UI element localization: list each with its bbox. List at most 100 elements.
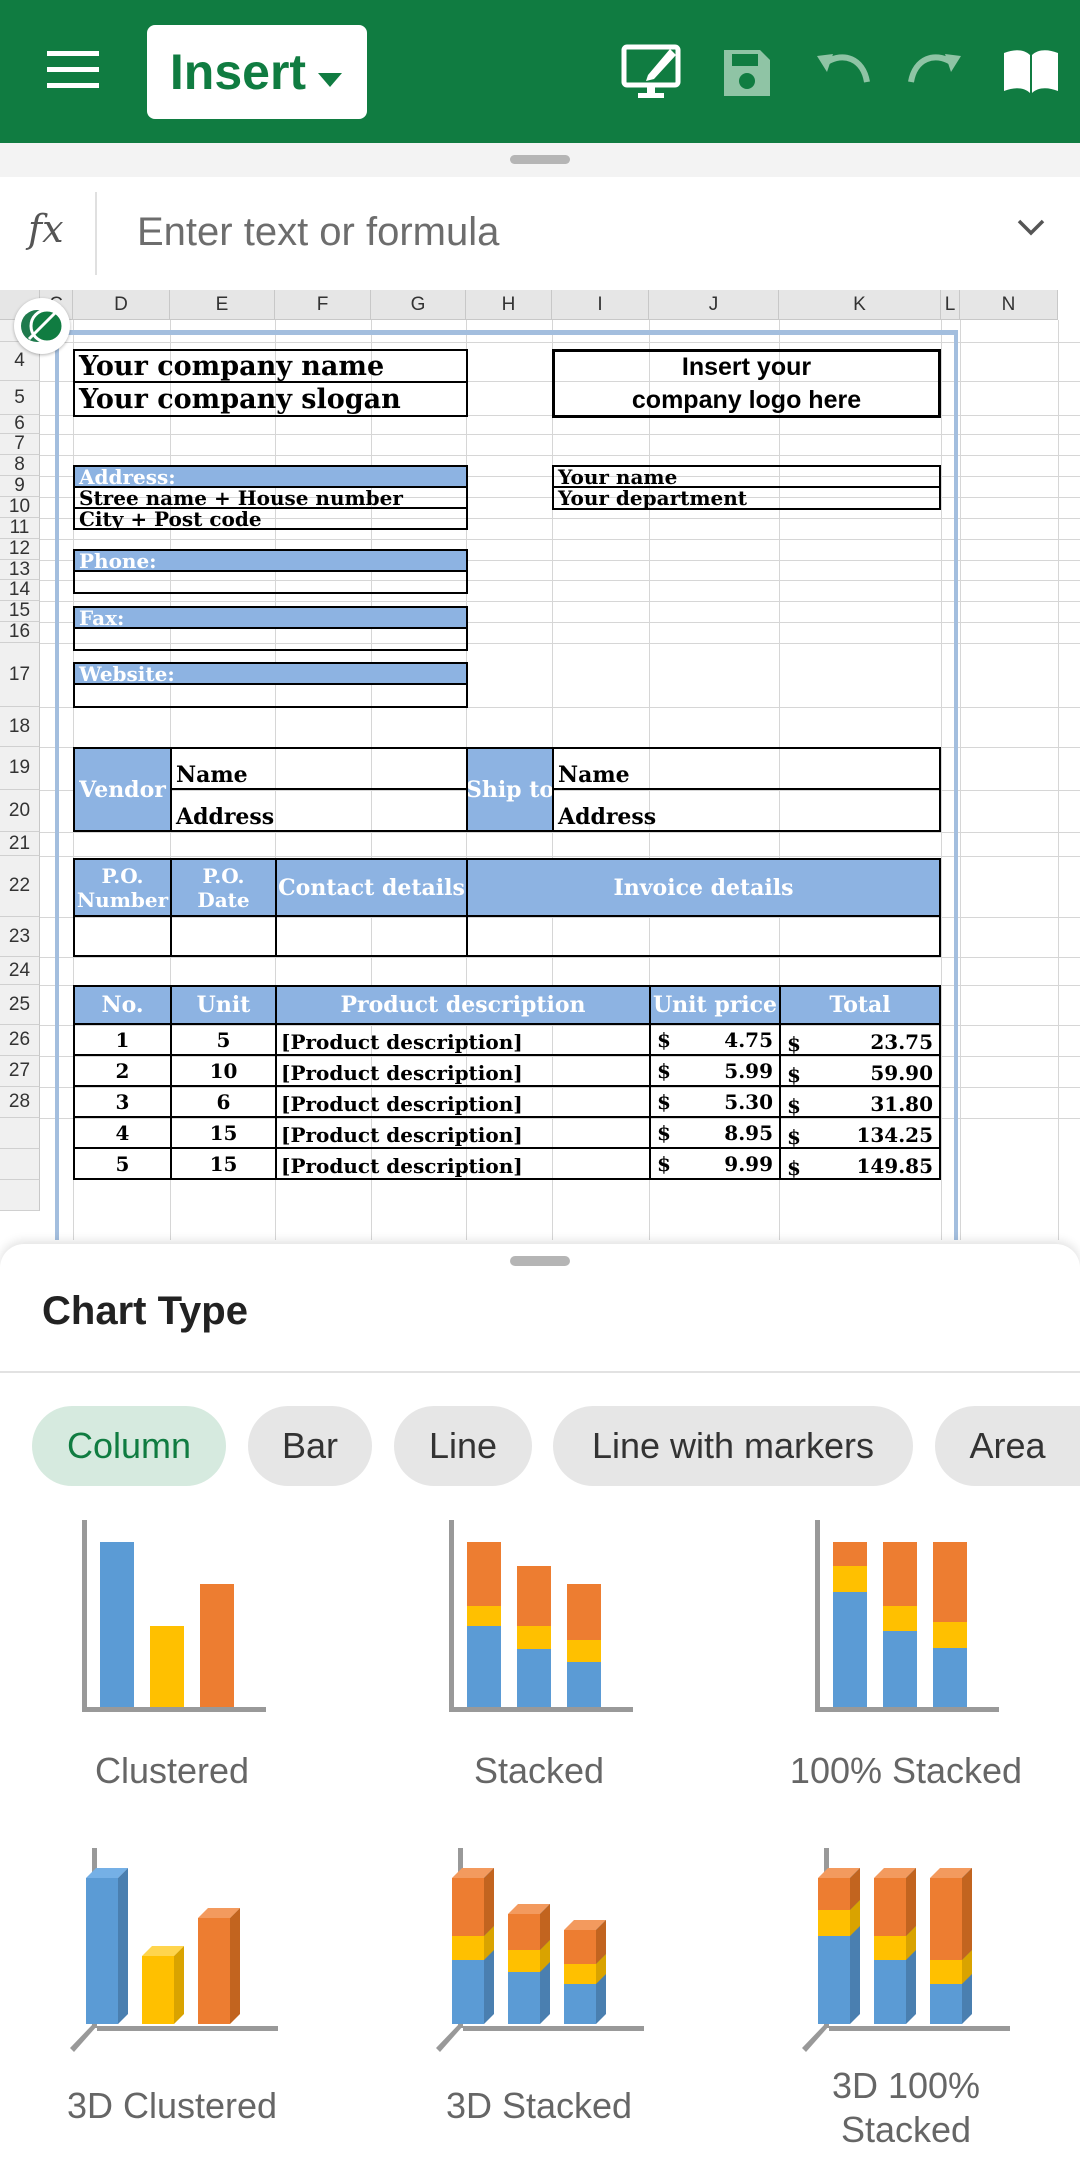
column-header-d[interactable]: D	[73, 290, 170, 320]
vendor-address-cell[interactable]: Address	[170, 788, 468, 832]
row-header-18[interactable]: 18	[0, 707, 40, 747]
undo-icon[interactable]	[812, 50, 872, 94]
column-header-f[interactable]: F	[275, 290, 371, 320]
redo-icon[interactable]	[906, 50, 966, 94]
column-header-n[interactable]: N	[960, 290, 1058, 320]
3d-clustered-column-icon[interactable]	[68, 1848, 288, 2063]
row-header-23[interactable]: 23	[0, 917, 40, 957]
invoice-details-header[interactable]: Invoice details	[466, 858, 941, 917]
3d-stacked-column-icon[interactable]	[434, 1848, 654, 2063]
row-header-27[interactable]: 27	[0, 1056, 40, 1087]
row-header-19[interactable]: 19	[0, 747, 40, 790]
column-header-l[interactable]: L	[941, 290, 960, 320]
item-no-cell[interactable]: 5	[73, 1147, 172, 1180]
chip-line[interactable]: Line	[394, 1406, 532, 1486]
save-icon[interactable]	[718, 44, 776, 102]
phone-label-cell[interactable]: Phone:	[73, 549, 468, 572]
sheet-drag-handle[interactable]	[510, 1256, 570, 1266]
row-header-8[interactable]: 8	[0, 454, 40, 476]
item-total-cell[interactable]: 149.85	[779, 1147, 941, 1180]
street-cell[interactable]: Stree name + House number	[73, 486, 468, 509]
header-total[interactable]: Total	[779, 985, 941, 1025]
logo-placeholder-cell[interactable]: Insert your company logo here	[552, 349, 941, 418]
row-header-21[interactable]: 21	[0, 832, 40, 856]
chip-area[interactable]: Area	[935, 1406, 1080, 1486]
item-description-cell[interactable]: [Product description]	[275, 1054, 651, 1087]
100-percent-stacked-column-icon[interactable]	[811, 1520, 1001, 1721]
header-no[interactable]: No.	[73, 985, 172, 1025]
read-mode-icon[interactable]	[998, 46, 1064, 98]
header-unit-price[interactable]: Unit price	[649, 985, 781, 1025]
row-header-20[interactable]: 20	[0, 790, 40, 832]
your-name-cell[interactable]: Your name	[552, 465, 941, 488]
column-header-h[interactable]: H	[466, 290, 552, 320]
row-header-11[interactable]: 11	[0, 517, 40, 539]
toolbar-resize-handle[interactable]	[0, 143, 1080, 177]
column-header-e[interactable]: E	[170, 290, 275, 320]
po-number-header[interactable]: P.O. Number	[73, 858, 172, 917]
fx-icon[interactable]: fx	[28, 207, 64, 251]
ship-name-cell[interactable]: Name	[552, 747, 941, 790]
row-header-24[interactable]: 24	[0, 957, 40, 985]
hamburger-icon[interactable]	[40, 45, 106, 95]
row-header-15[interactable]: 15	[0, 600, 40, 622]
fax-value-cell[interactable]	[73, 627, 468, 651]
header-unit[interactable]: Unit	[170, 985, 277, 1025]
ship-to-label-cell[interactable]: Ship to	[466, 747, 554, 832]
row-header-17[interactable]: 17	[0, 643, 40, 707]
vendor-label-cell[interactable]: Vendor	[73, 747, 172, 832]
item-description-cell[interactable]: [Product description]	[275, 1085, 651, 1118]
your-department-cell[interactable]: Your department	[552, 486, 941, 510]
spreadsheet-grid[interactable]: CDEFGHIJKLN 3456789101112131415161718192…	[0, 290, 1080, 1240]
item-description-cell[interactable]: [Product description]	[275, 1116, 651, 1149]
item-unit-cell[interactable]: 6	[170, 1085, 277, 1118]
column-header-k[interactable]: K	[779, 290, 941, 320]
contact-details-value[interactable]	[275, 915, 468, 957]
chip-column[interactable]: Column	[32, 1406, 226, 1486]
fax-label-cell[interactable]: Fax:	[73, 606, 468, 629]
edit-screen-icon[interactable]	[618, 40, 688, 104]
row-header-25[interactable]: 25	[0, 985, 40, 1025]
row-header-9[interactable]: 9	[0, 475, 40, 497]
item-no-cell[interactable]: 3	[73, 1085, 172, 1118]
po-number-value[interactable]	[73, 915, 172, 957]
vendor-name-cell[interactable]: Name	[170, 747, 468, 790]
row-header-26[interactable]: 26	[0, 1025, 40, 1056]
item-description-cell[interactable]: [Product description]	[275, 1147, 651, 1180]
row-header-22[interactable]: 22	[0, 856, 40, 917]
column-header-j[interactable]: J	[649, 290, 779, 320]
city-cell[interactable]: City + Post code	[73, 507, 468, 530]
phone-value-cell[interactable]	[73, 570, 468, 594]
row-header-6[interactable]: 6	[0, 413, 40, 434]
contact-details-header[interactable]: Contact details	[275, 858, 468, 917]
stacked-column-icon[interactable]	[445, 1520, 635, 1721]
header-description[interactable]: Product description	[275, 985, 651, 1025]
column-header-g[interactable]: G	[371, 290, 466, 320]
item-unit-cell[interactable]: 15	[170, 1116, 277, 1149]
row-header-13[interactable]: 13	[0, 559, 40, 580]
website-label-cell[interactable]: Website:	[73, 662, 468, 685]
item-total-cell[interactable]: 31.80	[779, 1085, 941, 1118]
ship-address-cell[interactable]: Address	[552, 788, 941, 832]
item-no-cell[interactable]: 4	[73, 1116, 172, 1149]
row-header-16[interactable]: 16	[0, 621, 40, 643]
company-slogan-cell[interactable]: Your company slogan	[73, 381, 468, 417]
chip-bar[interactable]: Bar	[248, 1406, 372, 1486]
row-header-5[interactable]: 5	[0, 381, 40, 415]
row-header-7[interactable]: 7	[0, 433, 40, 455]
po-date-value[interactable]	[170, 915, 277, 957]
3d-100-percent-stacked-column-icon[interactable]	[800, 1848, 1020, 2063]
insert-tab-dropdown[interactable]: Insert	[147, 25, 367, 119]
item-unit-cell[interactable]: 10	[170, 1054, 277, 1087]
po-date-header[interactable]: P.O. Date	[170, 858, 277, 917]
row-header[interactable]	[0, 1149, 40, 1180]
column-header-i[interactable]: I	[552, 290, 649, 320]
item-unit-cell[interactable]: 5	[170, 1023, 277, 1056]
formula-input[interactable]	[137, 207, 957, 257]
address-label-cell[interactable]: Address:	[73, 465, 468, 488]
row-header[interactable]	[0, 1118, 40, 1149]
website-value-cell[interactable]	[73, 683, 468, 708]
company-name-cell[interactable]: Your company name	[73, 349, 468, 383]
selection-handle-icon[interactable]	[14, 298, 70, 354]
item-no-cell[interactable]: 1	[73, 1023, 172, 1056]
